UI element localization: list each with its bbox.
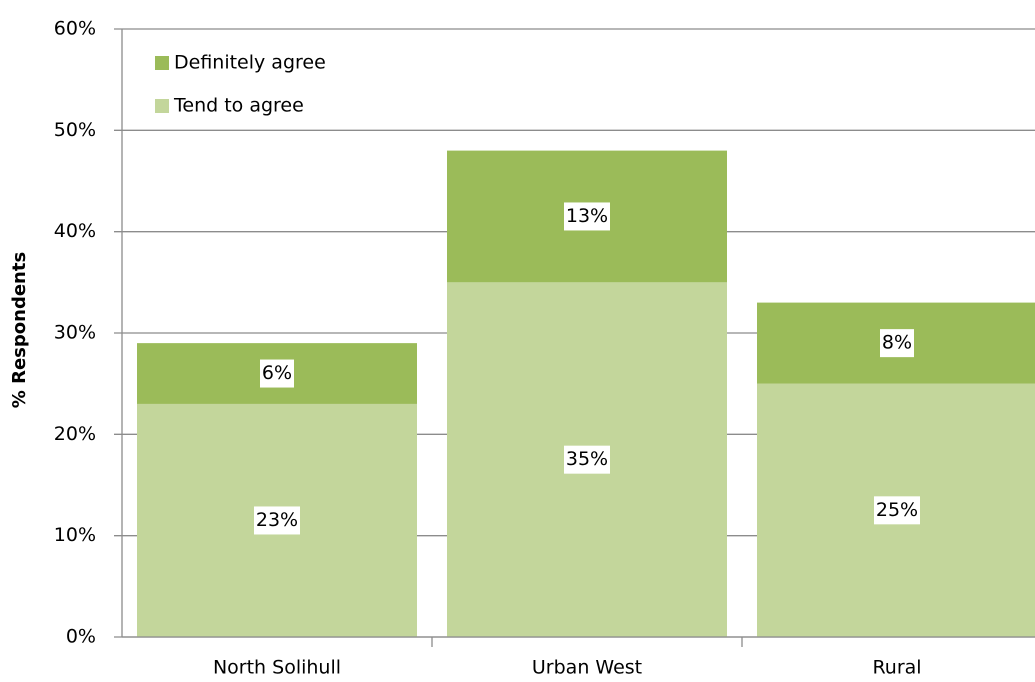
- data-label: 23%: [256, 509, 298, 531]
- data-label: 35%: [566, 448, 608, 470]
- label-box: [260, 359, 294, 388]
- y-tick-label: 30%: [54, 322, 96, 344]
- label-box: [254, 506, 300, 535]
- legend-label: Tend to agree: [173, 95, 304, 117]
- x-tick-label: Urban West: [532, 657, 642, 679]
- y-tick-label: 40%: [54, 220, 96, 242]
- x-tick-label: Rural: [872, 657, 921, 679]
- label-box: [564, 445, 610, 474]
- y-axis-label: % Respondents: [9, 252, 30, 408]
- legend-swatch: [155, 99, 169, 113]
- data-label: 13%: [566, 205, 608, 227]
- label-box: [880, 329, 914, 358]
- y-tick-label: 10%: [54, 524, 96, 546]
- data-label: 25%: [876, 499, 918, 521]
- label-box: [564, 202, 610, 231]
- x-tick-label: North Solihull: [213, 657, 341, 679]
- y-tick-label: 0%: [66, 626, 96, 648]
- data-label: 8%: [882, 332, 912, 354]
- legend-label: Definitely agree: [174, 52, 326, 74]
- data-label: 6%: [262, 362, 292, 384]
- y-tick-label: 50%: [54, 119, 96, 141]
- legend-swatch: [155, 56, 169, 70]
- y-tick-label: 60%: [54, 18, 96, 40]
- y-tick-label: 20%: [54, 423, 96, 445]
- label-box: [874, 496, 920, 525]
